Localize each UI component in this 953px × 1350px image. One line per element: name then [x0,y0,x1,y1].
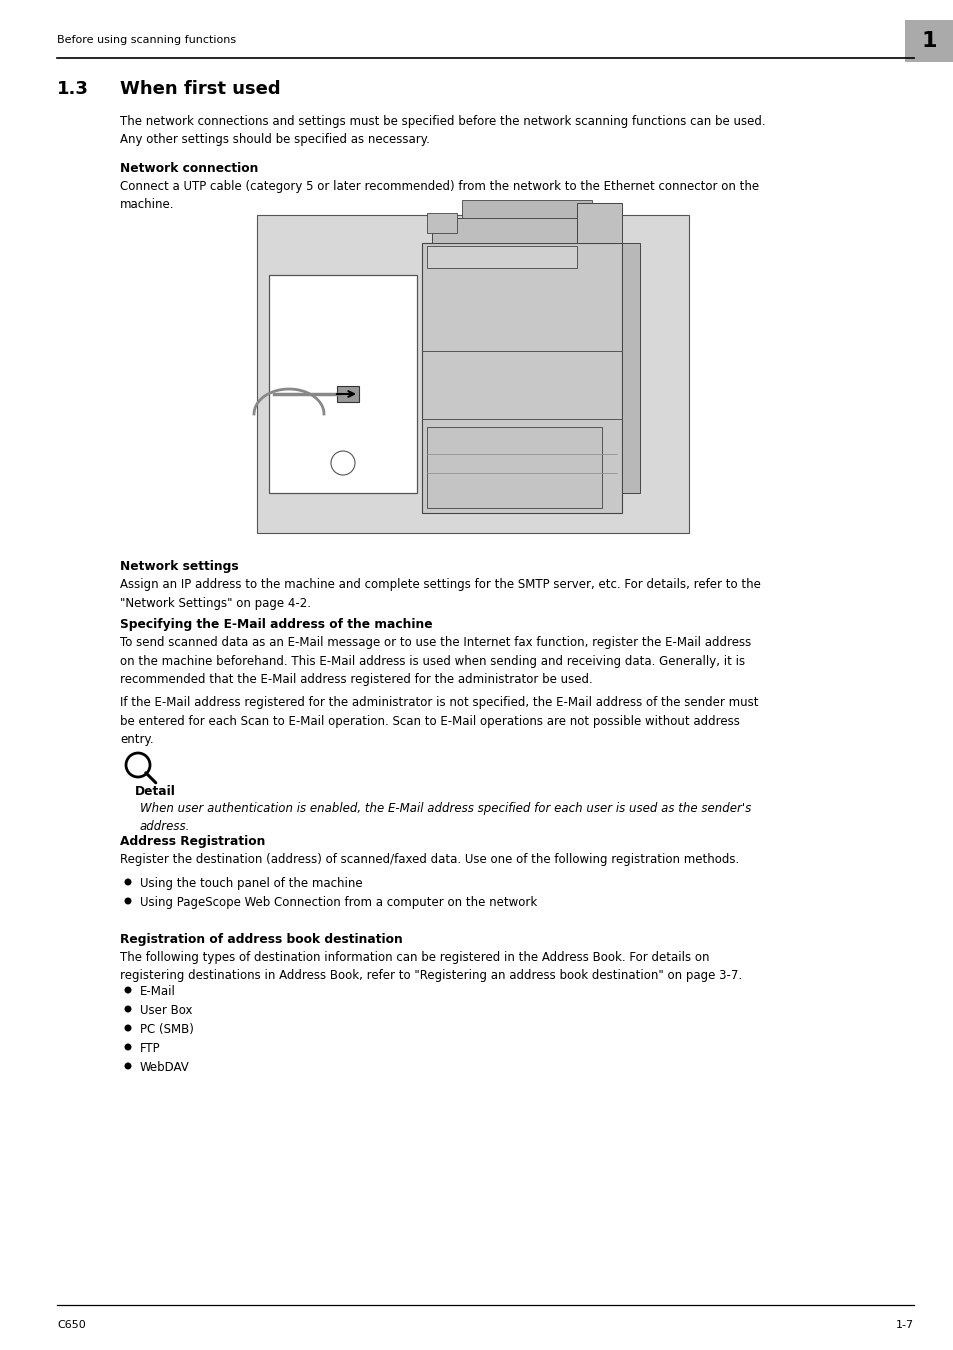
Text: When user authentication is enabled, the E-Mail address specified for each user : When user authentication is enabled, the… [140,802,750,833]
Text: Detail: Detail [135,784,175,798]
Text: Network connection: Network connection [120,162,258,176]
Text: Specifying the E-Mail address of the machine: Specifying the E-Mail address of the mac… [120,618,432,630]
Circle shape [125,1006,132,1012]
Bar [269,275,416,493]
Bar [904,20,953,62]
Text: 1.3: 1.3 [57,80,89,99]
Text: Using the touch panel of the machine: Using the touch panel of the machine [140,878,362,890]
Text: E-Mail: E-Mail [140,986,175,998]
Text: Assign an IP address to the machine and complete settings for the SMTP server, e: Assign an IP address to the machine and … [120,578,760,609]
Bar [336,386,358,402]
Text: The following types of destination information can be registered in the Address : The following types of destination infor… [120,950,741,983]
Text: When first used: When first used [120,80,280,99]
Text: Before using scanning functions: Before using scanning functions [57,35,236,45]
Circle shape [125,1044,132,1050]
Text: User Box: User Box [140,1004,193,1017]
Bar [621,243,639,493]
Text: FTP: FTP [140,1042,160,1054]
Circle shape [125,879,132,886]
Bar [577,202,621,243]
Text: Registration of address book destination: Registration of address book destination [120,933,402,946]
Text: C650: C650 [57,1320,86,1330]
Circle shape [125,1025,132,1031]
Bar [432,217,612,243]
Circle shape [125,898,132,904]
Text: The network connections and settings must be specified before the network scanni: The network connections and settings mus… [120,115,765,147]
Text: Using PageScope Web Connection from a computer on the network: Using PageScope Web Connection from a co… [140,896,537,909]
Bar [427,213,456,234]
Bar [427,246,577,269]
Circle shape [331,451,355,475]
Text: 1: 1 [921,31,936,51]
Text: PC (SMB): PC (SMB) [140,1023,193,1035]
Circle shape [125,987,132,994]
Text: If the E-Mail address registered for the administrator is not specified, the E-M: If the E-Mail address registered for the… [120,697,758,747]
Text: Register the destination (address) of scanned/faxed data. Use one of the followi: Register the destination (address) of sc… [120,853,739,865]
Bar [427,427,601,508]
Text: To send scanned data as an E-Mail message or to use the Internet fax function, r: To send scanned data as an E-Mail messag… [120,636,750,686]
Text: Address Registration: Address Registration [120,836,265,848]
Bar [421,243,621,513]
Bar [256,215,688,533]
Bar [461,200,592,217]
Text: 1-7: 1-7 [895,1320,913,1330]
Text: Connect a UTP cable (category 5 or later recommended) from the network to the Et: Connect a UTP cable (category 5 or later… [120,180,759,212]
Circle shape [125,1062,132,1069]
Text: WebDAV: WebDAV [140,1061,190,1075]
Text: Network settings: Network settings [120,560,238,572]
